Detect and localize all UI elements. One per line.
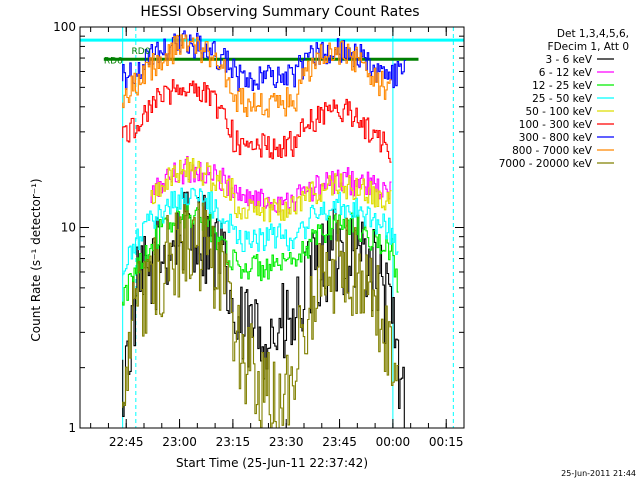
x-tick-label: 23:15: [216, 435, 251, 449]
series-trace-7: [122, 34, 392, 118]
annotation-rd6: RD6: [104, 57, 123, 67]
series-3: [122, 187, 399, 276]
axes-group: 1 10 100 22:45 23:00 23:15 23:30 23:45 00:00 00:1…: [53, 20, 465, 449]
x-tick-label: 00:15: [429, 435, 464, 449]
y-tick-label: 10: [61, 221, 76, 235]
legend-label-8: 7000 - 20000 keV: [499, 158, 593, 170]
legend-label-6: 300 - 800 keV: [519, 132, 593, 144]
annotations-group: RD0 RD6: [104, 47, 151, 67]
series-4: [150, 156, 392, 223]
annotation-rd0: RD0: [132, 47, 151, 57]
x-tick-label: 23:00: [162, 435, 197, 449]
series-trace-4: [150, 156, 392, 223]
x-tick-label: 23:30: [269, 435, 304, 449]
legend-label-0: 3 - 6 keV: [545, 54, 592, 66]
series-7: [122, 34, 392, 118]
y-axis-label: Count Rate (s⁻¹ detector⁻¹): [29, 178, 43, 341]
series-trace-6: [122, 30, 406, 92]
x-axis-label: Start Time (25-Jun-11 22:37:42): [176, 456, 368, 470]
legend-header-line-0: Det 1,3,4,5,6,: [557, 28, 629, 40]
y-tick-label: 1: [68, 421, 76, 435]
y-tick-label: 100: [53, 20, 76, 34]
legend-label-1: 6 - 12 keV: [539, 67, 593, 79]
series-8: [122, 202, 399, 429]
legend-label-4: 50 - 100 keV: [525, 106, 592, 118]
series-trace-8: [122, 202, 399, 429]
legend-header-line-1: FDecim 1, Att 0: [548, 41, 629, 53]
chart-title: HESSI Observing Summary Count Rates: [140, 4, 419, 20]
series-trace-3: [122, 187, 399, 276]
legend-label-7: 800 - 7000 keV: [512, 145, 593, 157]
x-tick-label: 00:00: [376, 435, 411, 449]
series-5: [122, 79, 392, 163]
legend-label-5: 100 - 300 keV: [519, 119, 593, 131]
x-tick-label: 22:45: [109, 435, 144, 449]
legend-label-2: 12 - 25 keV: [532, 80, 593, 92]
series-trace-5: [122, 79, 392, 163]
legend-label-3: 25 - 50 keV: [532, 93, 593, 105]
legend: Det 1,3,4,5,6,FDecim 1, Att 03 - 6 keV6 …: [499, 28, 629, 170]
footer-timestamp: 25-Jun-2011 21:44: [561, 469, 636, 478]
series-group: [122, 30, 406, 429]
series-6: [122, 30, 406, 92]
x-tick-label: 23:45: [322, 435, 357, 449]
